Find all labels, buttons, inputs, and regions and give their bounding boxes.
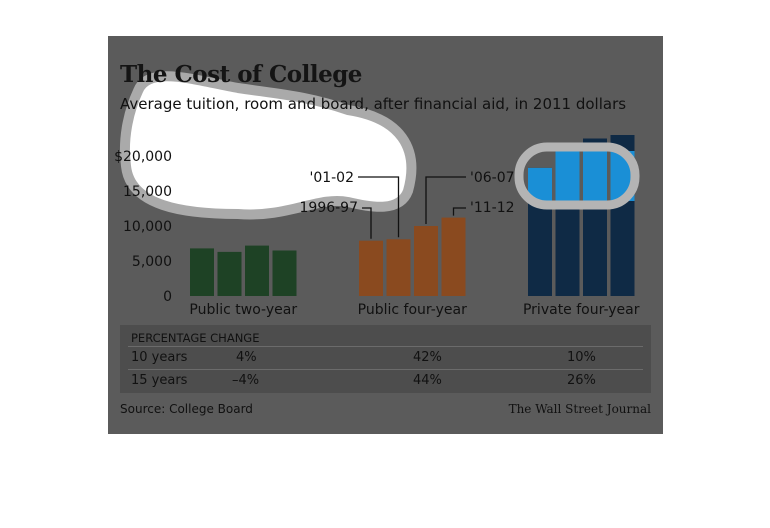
- x-category-label-private-four-year: Private four-year: [523, 302, 640, 318]
- source-note: Source: College Board: [120, 402, 253, 416]
- year-label-06-07: '06-07: [470, 170, 515, 186]
- chart-panel: 1996-97 '01-02 '06-07 '11-12 0 5,000 10,000 15…: [108, 36, 663, 434]
- table-heading: PERCENTAGE CHANGE: [131, 331, 260, 345]
- year-label-1996-97: 1996-97: [300, 200, 359, 216]
- bar-public-four-year-1996-97: [359, 240, 383, 296]
- scribble-annotations: [119, 71, 417, 220]
- percentage-change-table: PERCENTAGE CHANGE 10 years 4% 42% 10% 15…: [120, 325, 651, 393]
- bar-highlight-private-four-year-01-02: [555, 151, 580, 201]
- bar-highlight-private-four-year-06-07: [583, 151, 607, 201]
- bar-public-two-year-11-12: [272, 250, 297, 296]
- bar-public-four-year-01-02: [386, 239, 411, 296]
- scribble-highlight-outline: [514, 142, 640, 210]
- cell-10-years-public-four-year: 42%: [413, 350, 442, 365]
- leader-line-01-02: [358, 176, 400, 238]
- row-label-10-years: 10 years: [131, 350, 188, 365]
- publisher-credit: The Wall Street Journal: [508, 402, 651, 416]
- x-category-label-public-four-year: Public four-year: [358, 302, 467, 318]
- cell-15-years-public-two-year: –4%: [232, 373, 260, 388]
- chart-subtitle: Average tuition, room and board, after f…: [120, 95, 627, 113]
- table-rule: [128, 346, 643, 347]
- year-label-leaders: 1996-97 '01-02 '06-07 '11-12: [300, 170, 515, 239]
- leader-line-1996-97: [362, 207, 372, 239]
- row-label-15-years: 15 years: [131, 373, 188, 388]
- leader-line-06-07: [425, 176, 466, 224]
- cell-10-years-private-four-year: 10%: [567, 350, 596, 365]
- table-rule: [128, 369, 643, 370]
- bar-public-four-year-06-07: [414, 226, 438, 296]
- scribble-highlight: [514, 142, 640, 210]
- y-tick-label-10-000: 10,000: [123, 219, 172, 235]
- y-axis: 0 5,000 10,000 15,000 $20,000: [114, 149, 172, 305]
- bar-public-four-year-11-12: [441, 217, 466, 296]
- x-category-label-public-two-year: Public two-year: [189, 302, 297, 318]
- y-tick-label-5-000: 5,000: [132, 254, 172, 270]
- bar-chart: 1996-97 '01-02 '06-07 '11-12 0 5,000 10,000 15…: [114, 71, 640, 318]
- private-highlight-band: [528, 151, 635, 201]
- y-tick-label-15-000: 15,000: [123, 184, 172, 200]
- cell-10-years-public-two-year: 4%: [236, 350, 257, 365]
- y-tick-label-0: 0: [163, 289, 172, 305]
- cell-15-years-public-four-year: 44%: [413, 373, 442, 388]
- bar-public-two-year-1996-97: [190, 248, 214, 296]
- x-axis: Public two-year Public four-year Private f…: [189, 302, 639, 318]
- year-label-01-02: '01-02: [309, 170, 354, 186]
- chart-title: The Cost of College: [120, 61, 362, 88]
- cell-15-years-private-four-year: 26%: [567, 373, 596, 388]
- year-label-11-12: '11-12: [470, 200, 515, 216]
- y-tick-label-20-000: $20,000: [114, 149, 172, 165]
- bar-public-two-year-06-07: [245, 245, 269, 296]
- leader-line-11-12: [452, 207, 466, 216]
- bar-public-two-year-01-02: [217, 251, 242, 296]
- cloud-scribble-outline: [119, 71, 417, 220]
